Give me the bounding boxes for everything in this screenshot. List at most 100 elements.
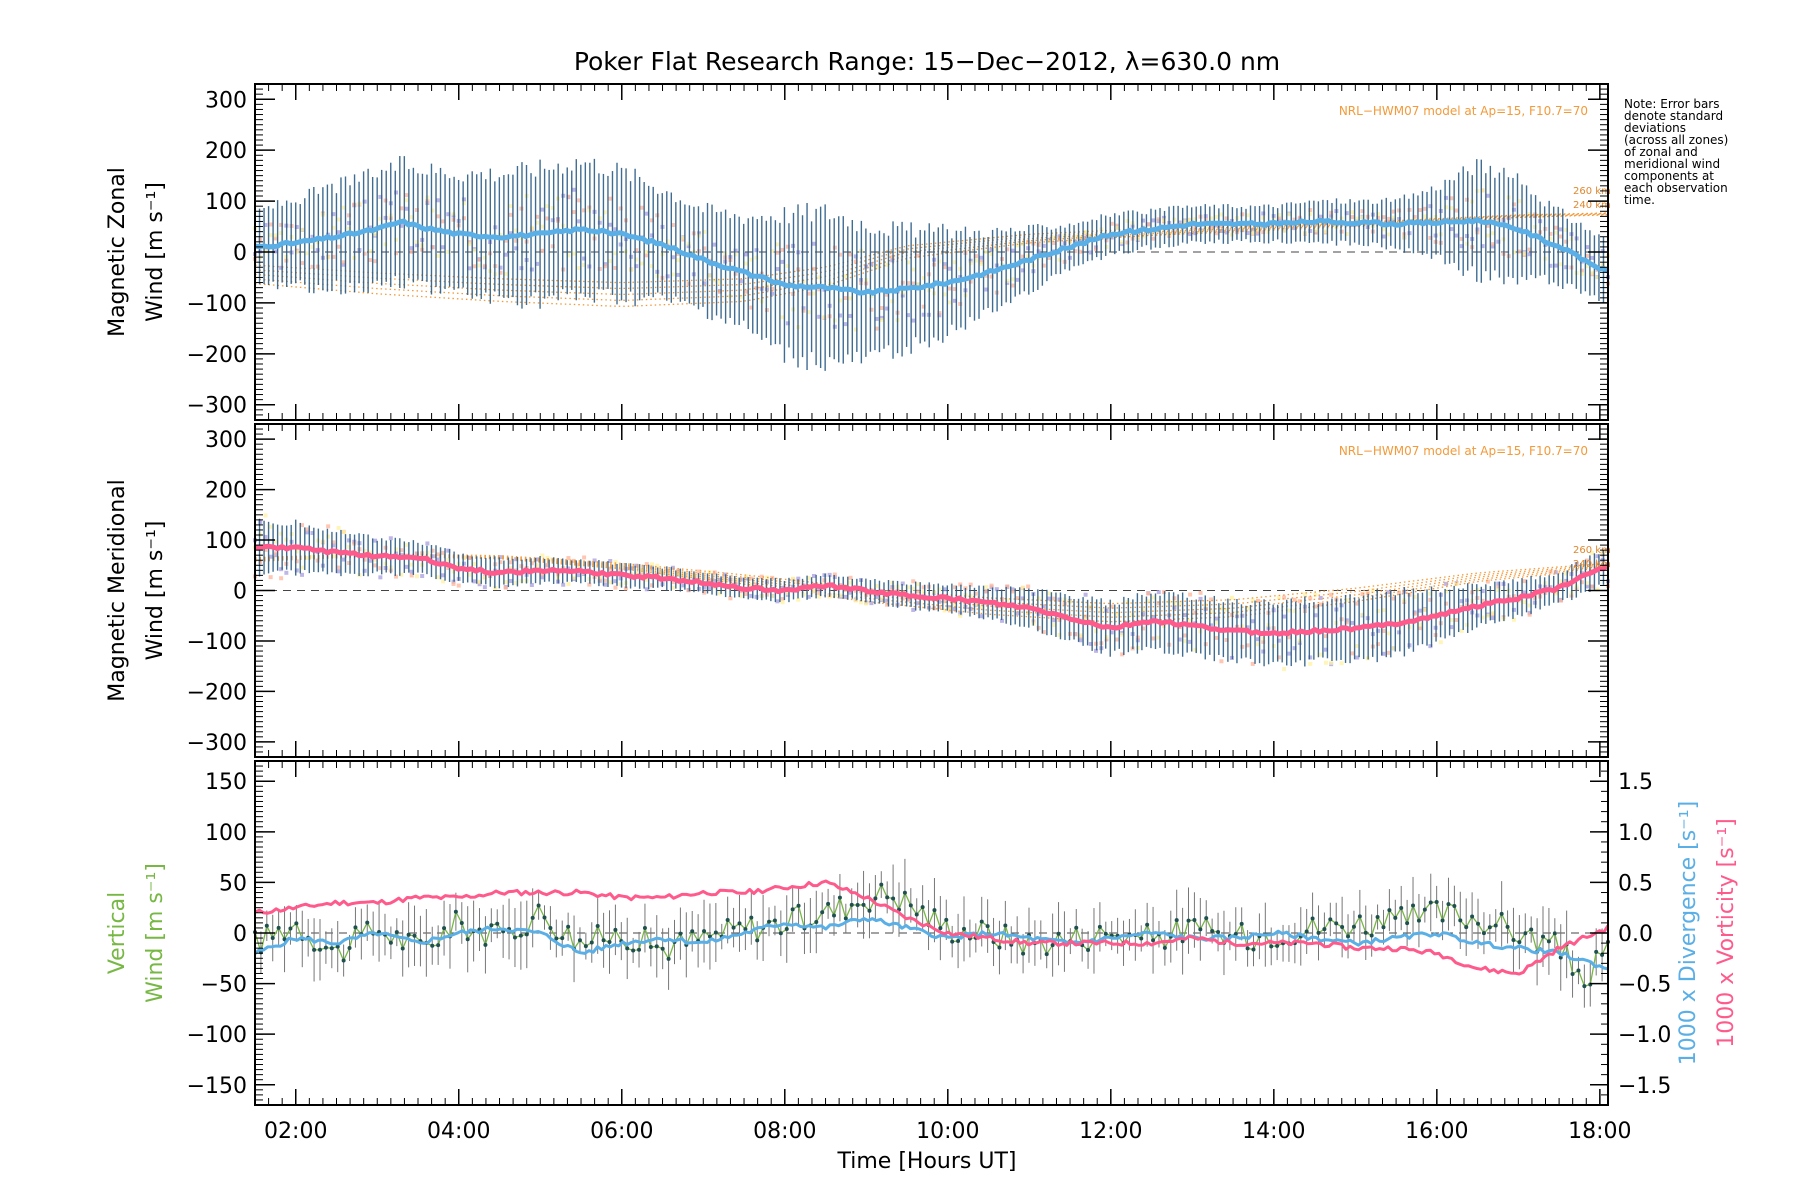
zone-point: [1360, 592, 1365, 597]
zone-point: [979, 255, 984, 260]
zone-point: [362, 548, 367, 553]
zone-point: [461, 216, 466, 221]
zone-point: [1323, 229, 1328, 234]
zone-point: [853, 254, 858, 259]
zone-point: [744, 591, 749, 596]
zone-point: [801, 592, 806, 597]
model-curve: [254, 554, 1609, 618]
zone-point: [1491, 616, 1496, 621]
zone-point: [681, 583, 686, 588]
vertical-wind-point: [459, 920, 464, 925]
zone-point: [613, 265, 618, 270]
vertical-wind-point: [430, 943, 435, 948]
zone-point: [744, 289, 749, 294]
zone-point: [362, 251, 367, 256]
zone-point: [446, 249, 451, 254]
zone-point: [1250, 661, 1255, 666]
zone-point: [1360, 612, 1365, 617]
vertical-wind-point: [1541, 934, 1546, 939]
zone-point: [1010, 248, 1015, 253]
vorticity-line: [254, 879, 1610, 976]
vertical-wind-point: [394, 930, 399, 935]
zone-point: [477, 263, 482, 268]
zone-point: [665, 568, 670, 573]
zone-point: [618, 576, 623, 581]
vertical-wind-point: [902, 890, 907, 895]
vertical-wind-point: [1369, 933, 1374, 938]
zone-point: [817, 587, 822, 592]
zone-point: [273, 551, 278, 556]
zone-point: [1052, 235, 1057, 240]
zone-point: [937, 259, 942, 264]
zone-point: [347, 221, 352, 226]
zone-point: [498, 555, 503, 560]
zone-point: [1255, 230, 1260, 235]
zone-point: [817, 314, 822, 319]
zone-point: [378, 575, 383, 580]
zone-point: [770, 291, 775, 296]
zone-point: [1491, 244, 1496, 249]
zone-point: [1454, 582, 1459, 587]
zone-point: [1344, 598, 1349, 603]
vertical-wind-point: [276, 925, 281, 930]
zone-point: [864, 601, 869, 606]
zone-point: [514, 580, 519, 585]
zone-point: [1010, 283, 1015, 288]
vertical-wind-point: [1340, 925, 1345, 930]
zone-point: [1041, 630, 1046, 635]
zone-point: [848, 252, 853, 257]
zone-point: [373, 538, 378, 543]
zone-point: [1219, 229, 1224, 234]
zone-point: [1261, 636, 1266, 641]
y-axis-label-line1: Vertical: [105, 892, 130, 974]
zone-point: [331, 254, 336, 259]
zone-point: [1532, 596, 1537, 601]
zone-point: [1036, 625, 1041, 630]
zone-point: [1595, 554, 1600, 559]
zone-point: [1057, 617, 1062, 622]
zone-point: [670, 585, 675, 590]
zone-point: [890, 255, 895, 260]
zone-point: [582, 555, 587, 560]
zone-point: [1553, 570, 1558, 575]
zone-point: [1449, 227, 1454, 232]
zone-point: [1276, 595, 1281, 600]
zone-point: [456, 583, 461, 588]
zone-point: [1585, 558, 1590, 563]
zone-point: [973, 602, 978, 607]
zone-point: [1005, 280, 1010, 285]
vertical-wind-point: [1570, 972, 1575, 977]
zone-point: [310, 531, 315, 536]
zone-point: [942, 587, 947, 592]
zone-point: [367, 558, 372, 563]
zone-point: [1496, 239, 1501, 244]
zone-point: [1036, 596, 1041, 601]
zone-point: [822, 314, 827, 319]
panel-zonal: NRL−HWM07 model at Ap=15, F10.7=70 260 km…: [105, 83, 1611, 421]
vertical-wind-point: [767, 919, 772, 924]
zone-point: [273, 236, 278, 241]
zone-point: [953, 260, 958, 265]
vertical-wind-point: [631, 948, 636, 953]
zone-point: [801, 279, 806, 284]
vertical-wind-point: [1600, 952, 1605, 957]
zone-point: [273, 249, 278, 254]
zone-point: [1104, 238, 1109, 243]
vertical-wind-point: [536, 903, 541, 908]
zone-point: [1386, 650, 1391, 655]
zone-point: [503, 585, 508, 590]
zone-point: [430, 554, 435, 559]
zone-point: [550, 218, 555, 223]
zone-point: [566, 556, 571, 561]
zone-point: [1355, 216, 1360, 221]
zone-point: [508, 560, 513, 565]
zone-point: [947, 607, 952, 612]
zone-point: [1381, 608, 1386, 613]
zone-point: [300, 572, 305, 577]
vertical-wind-point: [1476, 921, 1481, 926]
zone-point: [1464, 622, 1469, 627]
zone-point: [1047, 255, 1052, 260]
zone-point: [571, 251, 576, 256]
vertical-wind-point: [914, 912, 919, 917]
model-curve: [254, 553, 1609, 609]
